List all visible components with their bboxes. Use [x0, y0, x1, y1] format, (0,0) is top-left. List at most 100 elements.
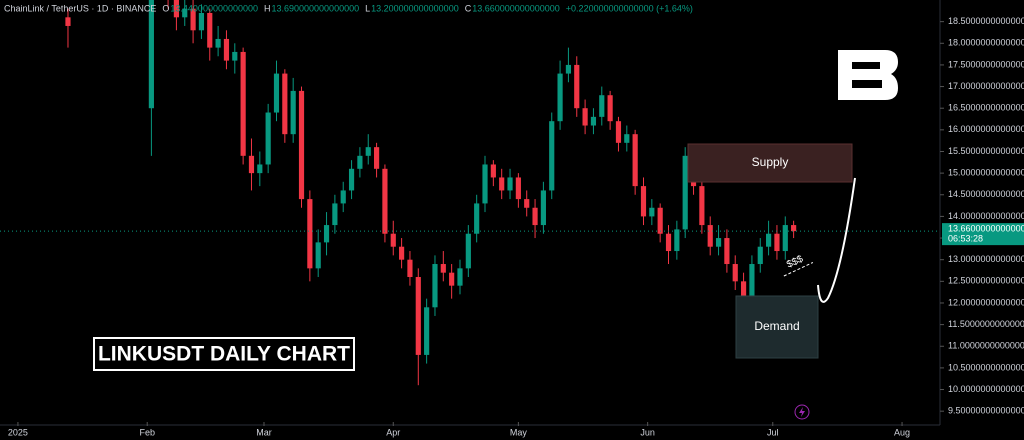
candle-body — [332, 203, 338, 226]
x-tick-label: May — [510, 427, 528, 437]
last-price-box — [942, 223, 1024, 246]
candle-body — [490, 164, 496, 178]
supply-zone — [687, 143, 853, 183]
header-symbol: ChainLink / TetherUS · 1D · BINANCE — [4, 3, 156, 13]
candle-body — [724, 238, 730, 265]
chart-title: LINKUSDT DAILY CHART — [98, 343, 350, 366]
header-value: +0.220000000000000 (+1.64%) — [566, 3, 693, 13]
candle-body — [757, 246, 763, 265]
liquidity-line — [783, 262, 814, 277]
candle-body — [198, 12, 205, 31]
candle-body — [632, 134, 638, 187]
y-tick-label: 9.500000000000000 — [948, 406, 1024, 416]
x-tick-label: 2025 — [8, 427, 28, 437]
candle-body — [190, 8, 196, 31]
last-price-label: 13.660000000000000 — [948, 224, 1024, 234]
candle-body — [390, 233, 396, 247]
candle-body — [148, 0, 154, 109]
candle-body — [215, 38, 221, 48]
candle-body — [649, 207, 655, 217]
candle-body — [265, 112, 271, 165]
demand-label: Demand — [754, 319, 799, 333]
candle-body — [599, 95, 605, 117]
candle-body — [257, 164, 263, 174]
x-tick-label: Aug — [894, 427, 910, 437]
candle-body — [373, 147, 380, 169]
candle-body — [791, 225, 797, 232]
y-tick-label: 15.000000000000000 — [948, 168, 1024, 178]
candle-body — [465, 233, 471, 269]
candle-body — [315, 242, 321, 269]
candle-body — [707, 225, 713, 247]
candle-body — [624, 134, 630, 143]
candle-body — [774, 233, 780, 252]
title-box — [93, 337, 355, 371]
candle-body — [282, 73, 288, 135]
y-tick-label: 15.500000000000000 — [948, 146, 1024, 156]
candle-body — [532, 207, 538, 226]
y-tick-label: 10.500000000000000 — [948, 362, 1024, 372]
y-tick-label: 17.500000000000000 — [948, 59, 1024, 69]
candle-body — [715, 238, 722, 247]
y-tick-label: 14.000000000000000 — [948, 211, 1024, 221]
y-tick-label: 11.000000000000000 — [948, 341, 1024, 351]
candle-body — [766, 233, 772, 247]
alert-icon[interactable] — [794, 404, 810, 420]
candle-body — [524, 199, 530, 208]
candle-body — [749, 264, 755, 312]
header-field-label: O — [162, 3, 169, 13]
candle-body — [365, 147, 371, 156]
candle-body — [574, 64, 580, 109]
candle-body — [590, 116, 597, 126]
y-tick-label: 12.000000000000000 — [948, 297, 1024, 307]
y-tick-label: 16.500000000000000 — [948, 103, 1024, 113]
y-tick-label: 17.000000000000000 — [948, 81, 1024, 91]
header-value: 13.660000000000000 — [472, 3, 560, 13]
candle-body — [782, 225, 788, 252]
candle-body — [323, 225, 330, 243]
candle-body — [615, 121, 622, 143]
candle-body — [273, 73, 280, 113]
candle-body — [482, 164, 488, 204]
header-field-label: C — [465, 3, 472, 13]
y-tick-label: 18.000000000000000 — [948, 38, 1024, 48]
candle-body — [699, 186, 705, 226]
candle-body — [499, 177, 505, 191]
candle-body — [348, 168, 355, 191]
axes: 9.500000000000000 10.000000000000000 10.50… — [8, 16, 1024, 437]
alert-bolt — [799, 407, 805, 417]
header-field-label: L — [365, 3, 370, 13]
candle-body — [607, 95, 613, 122]
x-tick-label: Jun — [640, 427, 655, 437]
candle-body — [557, 73, 563, 122]
candle-body — [640, 186, 647, 217]
y-tick-label: 13.000000000000000 — [948, 254, 1024, 264]
header-value: 13.440000000000000 — [170, 3, 258, 13]
candle-body — [582, 108, 588, 126]
candle-body — [457, 268, 463, 286]
candle-body — [223, 38, 230, 61]
x-tick-label: Jul — [767, 427, 779, 437]
candle-body — [415, 277, 421, 355]
candle-body — [732, 264, 738, 282]
candle-body — [232, 51, 238, 61]
y-tick-label: 18.500000000000000 — [948, 16, 1024, 26]
candle-body — [674, 229, 680, 252]
candle-body — [240, 51, 246, 156]
y-tick-label: 12.500000000000000 — [948, 276, 1024, 286]
candle-body — [399, 246, 405, 260]
header-value: 13.690000000000000 — [272, 3, 360, 13]
candle-body — [248, 155, 255, 174]
candle-body — [407, 259, 413, 278]
demand-zone — [735, 295, 819, 359]
candle-body — [540, 190, 546, 226]
candle-body — [440, 264, 446, 273]
candle-body — [357, 155, 363, 169]
x-tick-label: Mar — [256, 427, 272, 437]
y-tick-label: 16.000000000000000 — [948, 124, 1024, 134]
header: ChainLink / TetherUS · 1D · BINANCE O 13.4… — [4, 3, 693, 13]
candle-body — [665, 233, 672, 252]
candle-body — [549, 121, 555, 191]
